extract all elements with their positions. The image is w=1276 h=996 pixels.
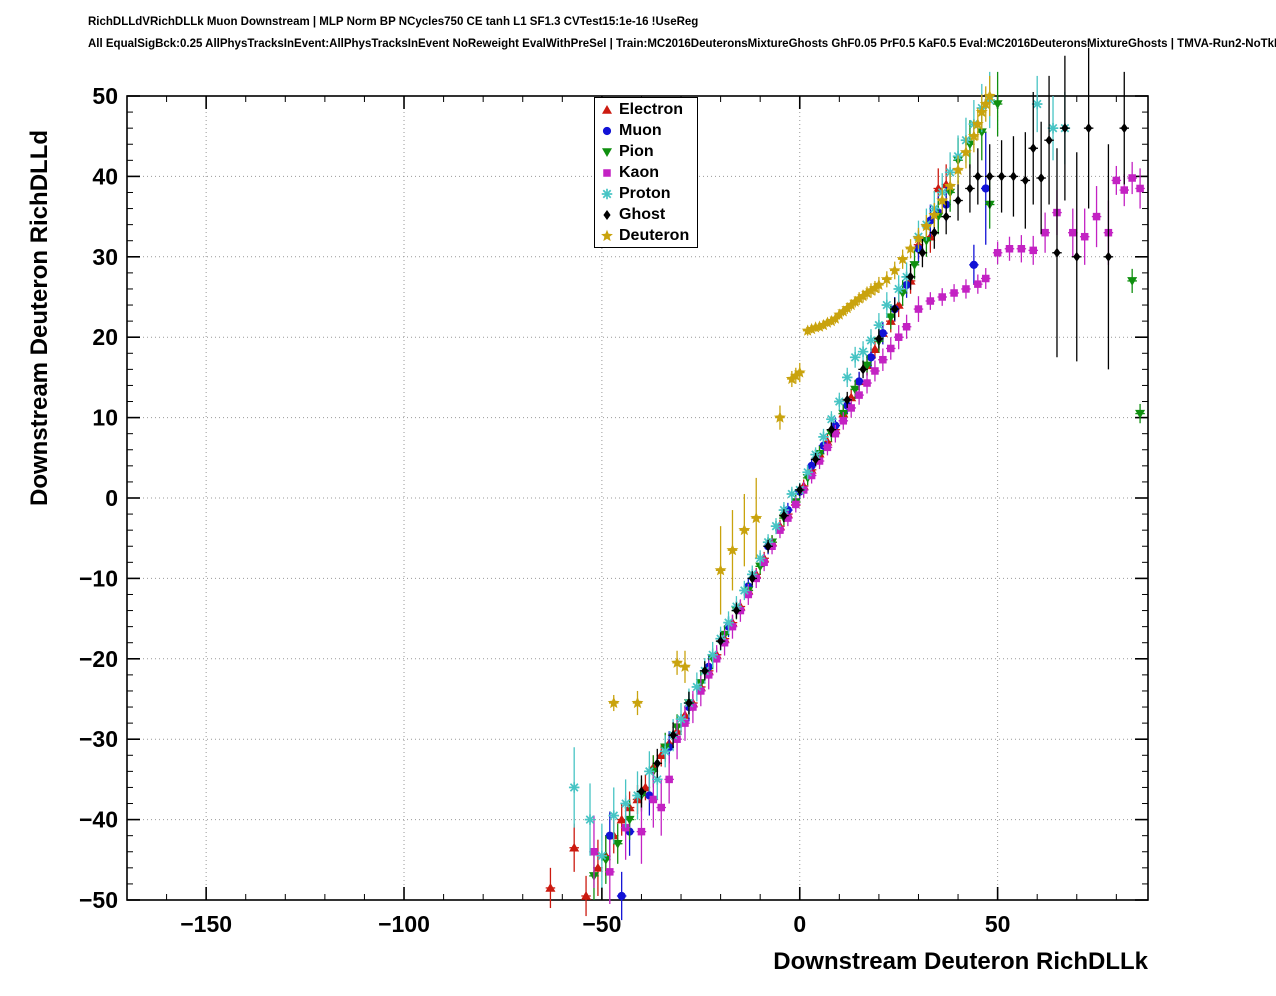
axis-ticks: [126, 95, 1148, 901]
x-tick-label: 50: [985, 911, 1011, 937]
legend-item-deuteron: Deuteron: [598, 225, 689, 246]
y-tick-label: −50: [79, 887, 118, 913]
x-tick-label: 0: [793, 911, 806, 937]
x-tick-label: −100: [378, 911, 430, 937]
x-tick-label: −150: [180, 911, 232, 937]
legend-label: Pion: [619, 143, 654, 160]
series-deuteron: [607, 75, 996, 716]
legend-label: Deuteron: [619, 227, 690, 244]
legend: Electron Muon Pion Kaon Proton Ghost Deuteron: [594, 97, 699, 248]
y-tick-label: 0: [105, 485, 118, 511]
legend-marker-triangle-up-icon: [602, 104, 612, 114]
plot-title-line1: RichDLLdVRichDLLk Muon Downstream | MLP …: [88, 16, 699, 28]
y-tick-label: 30: [92, 244, 118, 270]
legend-marker-square-icon: [603, 168, 611, 177]
legend-item-proton: Proton: [598, 183, 689, 204]
legend-item-pion: Pion: [598, 141, 689, 162]
y-tick-label: −20: [79, 646, 118, 672]
series-muon: [605, 132, 991, 921]
legend-marker-diamond-icon: [603, 209, 611, 220]
y-tick-label: 40: [92, 163, 118, 189]
legend-label: Muon: [619, 122, 662, 139]
legend-label: Proton: [619, 185, 671, 202]
y-tick-label: −40: [79, 807, 118, 833]
legend-label: Electron: [619, 101, 684, 118]
legend-marker-star-icon: [601, 229, 613, 241]
legend-label: Kaon: [619, 164, 659, 181]
x-tick-label: −50: [582, 911, 621, 937]
series-electron: [545, 164, 952, 917]
y-tick-label: −30: [79, 726, 118, 752]
y-tick-label: 10: [92, 405, 118, 431]
series-kaon: [589, 161, 1145, 905]
legend-item-electron: Electron: [598, 99, 689, 120]
legend-item-kaon: Kaon: [598, 162, 689, 183]
plot-title-line2: All EqualSigBck:0.25 AllPhysTracksInEven…: [88, 38, 1276, 50]
y-tick-label: 20: [92, 324, 118, 350]
x-axis-title: Downstream Deuteron RichDLLk: [773, 948, 1148, 975]
y-tick-label: 50: [92, 83, 118, 109]
y-tick-label: −10: [79, 565, 118, 591]
series-ghost: [636, 47, 1130, 808]
legend-item-muon: Muon: [598, 120, 689, 141]
legend-marker-circle-icon: [602, 126, 612, 135]
legend-item-ghost: Ghost: [598, 204, 689, 225]
legend-marker-triangle-down-icon: [602, 147, 612, 157]
legend-label: Ghost: [619, 206, 666, 223]
legend-marker-asterisk-icon: [601, 188, 613, 199]
